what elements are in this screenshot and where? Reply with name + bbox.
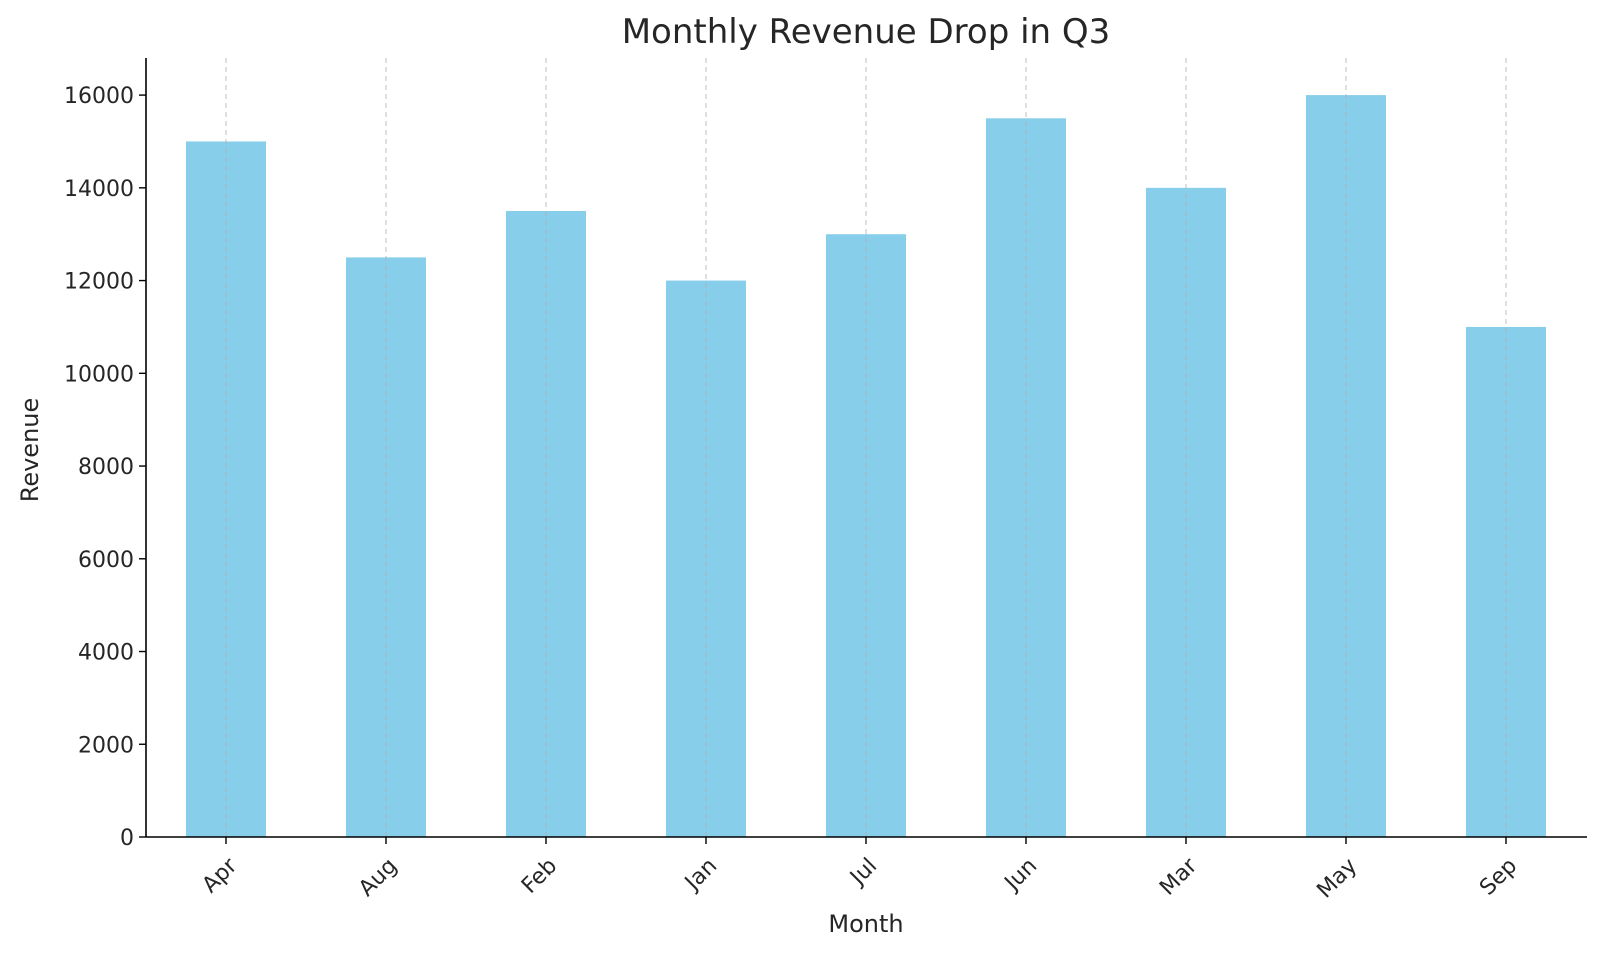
x-axis-label: Month [828, 910, 903, 938]
chart-title: Monthly Revenue Drop in Q3 [622, 12, 1111, 52]
x-tick-label-aug: Aug [354, 854, 402, 902]
x-tick-label-feb: Feb [517, 854, 562, 899]
y-tick-label: 10000 [64, 362, 134, 387]
y-axis: 0 2000 4000 6000 8000 10000 12000 14000 16000 [64, 84, 146, 851]
x-tick-label-mar: Mar [1155, 853, 1203, 901]
x-tick-label-may: May [1312, 854, 1362, 904]
x-axis: Apr Aug Feb Jan Jul Jun Mar May Sep [198, 837, 1522, 904]
bar-apr [186, 141, 266, 837]
bar-feb [506, 211, 586, 838]
x-tick-label-jan: Jan [679, 854, 722, 897]
bar-jun [986, 118, 1066, 837]
y-tick-label: 0 [120, 826, 134, 851]
y-tick-label: 16000 [64, 84, 134, 109]
y-tick-label: 6000 [78, 548, 134, 573]
y-tick-label: 4000 [78, 641, 134, 666]
y-axis-label: Revenue [16, 398, 44, 503]
x-tick-label-jun: Jun [999, 854, 1042, 897]
y-tick-label: 2000 [78, 733, 134, 758]
y-tick-label: 14000 [64, 177, 134, 202]
x-tick-label-jul: Jul [844, 854, 882, 892]
x-tick-label-apr: Apr [198, 853, 243, 898]
y-tick-label: 12000 [64, 270, 134, 295]
x-tick-label-sep: Sep [1475, 854, 1522, 901]
grid-lines [225, 58, 1507, 837]
y-tick-label: 8000 [78, 455, 134, 480]
